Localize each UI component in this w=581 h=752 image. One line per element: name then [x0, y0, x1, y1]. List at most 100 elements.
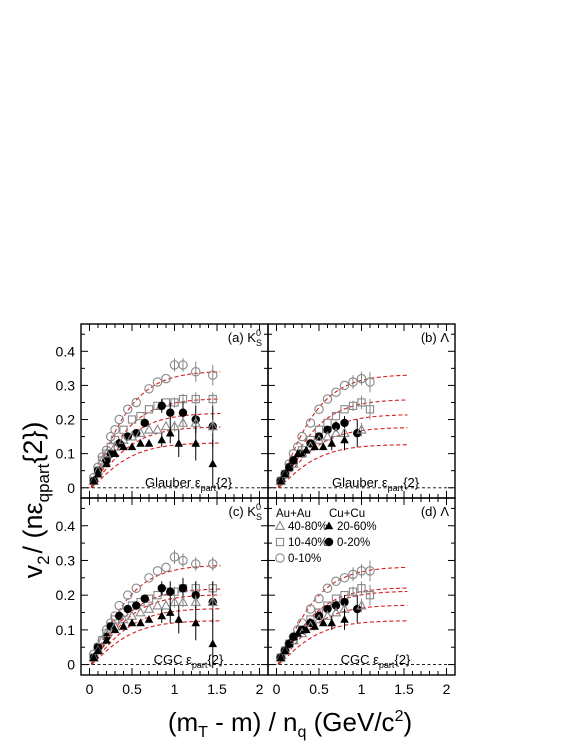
data-point [357, 398, 366, 407]
data-point [314, 593, 324, 604]
model-label-b: Glauber εpart{2} [332, 475, 420, 493]
data-point [169, 596, 180, 606]
data-point [136, 618, 145, 627]
data-point [191, 438, 201, 447]
fit-curve-c-2 [90, 594, 221, 665]
svg-text:v2/ (nεqpart{2}): v2 / (nεqpart{2}) [18, 422, 53, 579]
model-label-sub: part [388, 483, 404, 493]
fit-curve-c-4 [90, 620, 221, 666]
data-point [208, 559, 218, 569]
y-title-tail: {2}) [18, 422, 48, 464]
data-point [93, 646, 103, 655]
data-point [102, 635, 111, 644]
data-point [208, 370, 218, 380]
data-point [340, 597, 349, 607]
data-point [114, 414, 125, 425]
data-point [123, 604, 132, 614]
fit-curve-a-4 [90, 442, 221, 489]
data-point [160, 599, 172, 610]
fit-curve-a-2 [90, 412, 221, 488]
y-tick-label: 0.2 [56, 412, 76, 428]
data-point [208, 459, 218, 468]
data-point [174, 614, 184, 623]
data-point [305, 418, 316, 428]
data-point [144, 573, 154, 583]
x-title-main: (m [168, 707, 198, 737]
data-point [153, 591, 162, 600]
data-point [144, 438, 154, 447]
panel-label-c: (c) K0 S [229, 502, 262, 522]
data-point [190, 596, 201, 606]
data-point [131, 583, 142, 593]
data-point [140, 594, 149, 603]
data-point [322, 394, 333, 404]
panel-label-text: (d) Λ [421, 504, 450, 519]
series-a-10-40% [89, 392, 217, 486]
data-point [114, 600, 125, 611]
data-point [157, 401, 166, 411]
y-tick-label: 0.2 [56, 587, 76, 603]
data-point [331, 387, 341, 397]
x-tick-label: 2 [256, 681, 264, 697]
series-c-20-60% [89, 602, 218, 669]
model-label-sub: part [201, 483, 217, 493]
data-point [166, 408, 175, 417]
data-point [340, 614, 349, 623]
panel-label-sup: 0 [256, 502, 261, 512]
legend-label-0-20%: 0-20% [337, 537, 370, 549]
data-point [157, 611, 167, 620]
model-label-prefix: Glauber ε [145, 475, 201, 490]
data-point [178, 360, 188, 370]
data-point [110, 425, 120, 435]
x-tick-label: 0.5 [309, 681, 329, 697]
data-point [340, 405, 349, 414]
legend-label-10-40%: 10-40% [288, 537, 328, 549]
data-point [135, 606, 146, 617]
model-label-suffix: {2} [394, 652, 411, 667]
data-point [169, 420, 180, 431]
data-point [177, 417, 189, 427]
data-point [123, 404, 133, 415]
data-point [356, 424, 367, 434]
data-point [301, 445, 311, 454]
series-d-10-40% [276, 581, 375, 662]
fit-curve-b-0 [277, 374, 408, 487]
data-point [356, 599, 367, 610]
data-point [127, 415, 137, 424]
data-point [289, 455, 298, 464]
model-label-a: Glauber εpart{2} [145, 475, 233, 493]
x-title-unit: (GeV/c [306, 707, 394, 737]
x-title-rest: - m) / n [208, 707, 298, 737]
y-title-mid: / (n [18, 514, 48, 553]
data-point [322, 430, 333, 441]
data-point [127, 618, 137, 627]
data-point [357, 584, 366, 593]
panel-frame-a [80, 323, 269, 499]
x-title-close: ) [403, 707, 412, 737]
panel-d: 0 0.5 1 1.5 2 (d) Λ CGC εpart{2} [267, 497, 456, 697]
data-point [190, 417, 201, 427]
data-point [131, 397, 142, 408]
data-point [178, 408, 188, 417]
fit-curve-d-3 [277, 604, 408, 665]
y-tick-label: 0.3 [56, 552, 76, 568]
data-point [322, 583, 333, 593]
y-axis-title: v2 / (nεqpart{2}) [18, 422, 53, 579]
data-point [293, 628, 303, 637]
data-point [144, 614, 154, 623]
fit-curve-d-0 [277, 566, 408, 664]
model-label-prefix: CGC ε [341, 652, 380, 667]
y-title-subpart: part [34, 463, 53, 493]
fit-curve-b-4 [277, 444, 408, 489]
data-point [208, 639, 218, 648]
data-point [348, 569, 358, 580]
data-point [102, 459, 111, 468]
data-point [157, 584, 166, 593]
data-point [115, 611, 124, 621]
model-label-suffix: {2} [216, 475, 233, 490]
data-point [126, 430, 138, 441]
data-point [123, 590, 133, 600]
